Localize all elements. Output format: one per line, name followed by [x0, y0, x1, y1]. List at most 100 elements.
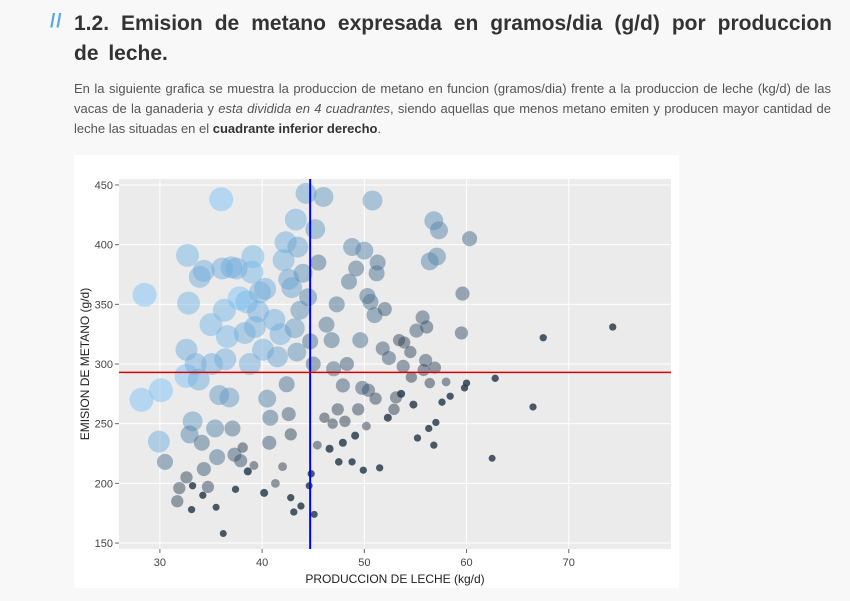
y-tick-label: 250 [95, 419, 113, 431]
data-point [417, 363, 430, 377]
data-point [293, 263, 313, 283]
data-point [323, 332, 340, 349]
data-point [455, 286, 470, 301]
intro-paragraph: En la siguiente grafica se muestra la pr… [74, 79, 831, 139]
data-point [290, 300, 310, 320]
data-point [241, 245, 265, 269]
x-axis-label: PRODUCCION DE LECHE (kg/d) [305, 572, 484, 586]
data-point [199, 491, 207, 499]
data-point [284, 318, 305, 339]
data-point [446, 392, 454, 400]
data-point [171, 495, 184, 508]
data-points [129, 182, 617, 537]
intro-strong: cuadrante inferior derecho [212, 121, 378, 136]
data-point [377, 302, 392, 317]
data-point [376, 464, 384, 472]
data-point [270, 478, 280, 488]
data-point [209, 187, 234, 212]
data-point [361, 421, 371, 431]
data-point [173, 481, 186, 495]
data-point [147, 430, 170, 453]
data-point [284, 208, 307, 231]
data-point [425, 424, 433, 433]
data-point [405, 371, 418, 383]
data-point [424, 377, 436, 389]
data-point [313, 186, 334, 207]
data-point [132, 282, 157, 307]
data-point [397, 389, 406, 398]
data-point [215, 325, 239, 349]
data-point [339, 415, 351, 427]
data-point [305, 219, 326, 240]
data-point [419, 353, 433, 368]
data-point [260, 488, 269, 497]
data-point [334, 458, 343, 466]
intro-text: . [377, 121, 382, 136]
data-point [237, 442, 248, 453]
x-tick-label: 60 [460, 557, 472, 569]
data-point [398, 336, 411, 349]
y-tick-label: 150 [95, 538, 113, 550]
data-point [318, 316, 335, 333]
data-point [177, 291, 200, 315]
data-point [429, 221, 448, 240]
scatter-chart: 30 40 50 60 70 150 200 250 300 350 400 450 PRODUCCI… [78, 179, 671, 586]
intro-text: En la siguiente grafica se muestra la pr… [74, 81, 831, 116]
data-point [327, 418, 338, 429]
data-point [258, 389, 277, 408]
data-point [254, 277, 277, 300]
data-point [359, 466, 367, 474]
data-point [231, 485, 240, 493]
data-point [278, 462, 287, 472]
data-point [262, 435, 277, 450]
data-point [234, 454, 248, 468]
data-point [249, 461, 259, 470]
data-point [129, 387, 154, 412]
data-point [148, 378, 173, 403]
x-tick-label: 40 [256, 557, 268, 569]
section-heading: // 1.2. Emision de metano expresada en g… [50, 9, 832, 69]
data-point [404, 345, 417, 359]
data-point [312, 440, 322, 450]
data-point [243, 467, 252, 476]
data-point [238, 353, 261, 375]
data-point [340, 273, 358, 290]
data-point [462, 379, 471, 387]
reference-lines [119, 179, 671, 549]
data-point [409, 400, 418, 409]
data-point [196, 461, 211, 477]
data-point [180, 471, 193, 484]
x-tick-label: 70 [563, 557, 575, 569]
data-point [224, 420, 241, 437]
data-point [193, 434, 210, 451]
data-point [201, 480, 215, 494]
x-tick-label: 30 [154, 557, 166, 569]
data-point [209, 449, 226, 466]
data-point [290, 508, 298, 516]
data-point [187, 505, 196, 514]
page-title: 1.2. Emision de metano expresada en gram… [74, 12, 832, 65]
data-point [305, 356, 321, 372]
intro-emphasis: esta dividida en 4 cuadrantes [218, 101, 391, 116]
chart-container: 30 40 50 60 70 150 200 250 300 350 400 450 PRODUCCI… [74, 155, 679, 588]
data-point [176, 243, 199, 267]
data-point [299, 288, 318, 307]
data-point [156, 453, 174, 470]
data-point [361, 383, 376, 397]
data-point [295, 182, 317, 204]
data-point [297, 502, 305, 510]
data-point [339, 356, 355, 372]
data-point [319, 412, 330, 423]
data-point [328, 296, 345, 313]
data-point [278, 376, 295, 393]
data-point [609, 323, 617, 331]
data-point [381, 350, 396, 366]
data-point [307, 470, 315, 478]
data-point [413, 434, 422, 442]
data-point [368, 265, 385, 282]
data-point [326, 361, 342, 377]
data-point [187, 368, 210, 391]
data-point [427, 247, 446, 266]
data-point [529, 403, 537, 411]
data-point [488, 454, 496, 462]
